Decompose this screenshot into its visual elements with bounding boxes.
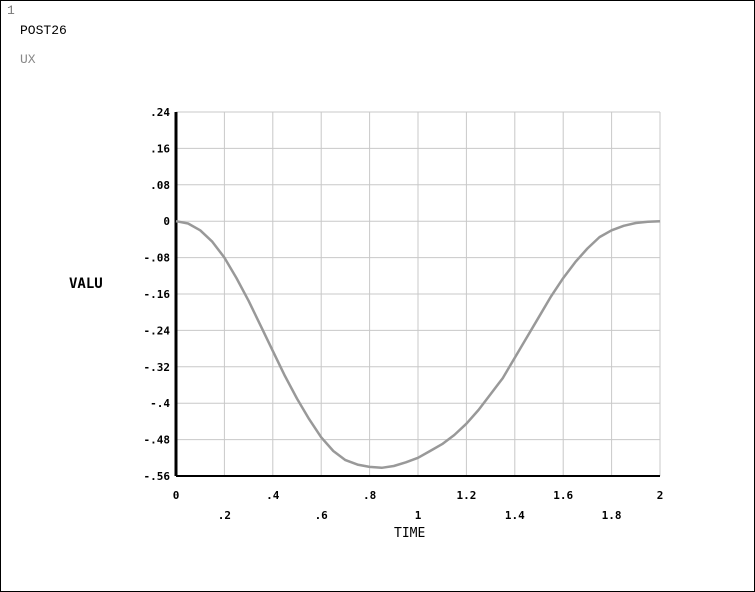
tick-labels: .24.16.080-.08-.16-.24-.32-.4-.48-.560.4…	[144, 106, 664, 522]
x-axis-label: TIME	[394, 526, 426, 541]
x-tick-label: .4	[266, 489, 280, 502]
x-tick-label: .6	[315, 509, 329, 522]
x-tick-label: 1.6	[553, 489, 573, 502]
x-tick-label: 1	[415, 509, 422, 522]
series-line	[175, 219, 661, 470]
x-tick-label: 2	[657, 489, 664, 502]
window-number: 1	[7, 3, 15, 18]
x-tick-label: 1.8	[602, 509, 622, 522]
y-tick-label: -.08	[144, 252, 171, 265]
y-tick-label: -.16	[144, 288, 171, 301]
y-tick-label: -.32	[144, 361, 171, 374]
x-tick-label: 1.4	[505, 509, 525, 522]
axes	[174, 112, 660, 477]
x-tick-label: .2	[218, 509, 231, 522]
y-tick-label: .08	[150, 179, 170, 192]
x-tick-label: 0	[173, 489, 180, 502]
y-tick-label: -.56	[144, 470, 171, 483]
y-tick-label: .16	[150, 142, 170, 155]
processor-label: POST26	[20, 23, 67, 38]
y-axis-label: VALU	[69, 276, 103, 292]
variable-label: UX	[20, 52, 36, 67]
y-tick-label: -.4	[150, 397, 170, 410]
x-tick-label: .8	[363, 489, 376, 502]
series-group	[175, 219, 661, 470]
y-tick-label: .24	[150, 106, 170, 119]
y-tick-label: -.48	[144, 434, 171, 447]
y-tick-label: 0	[163, 215, 170, 228]
grid	[175, 111, 661, 477]
x-tick-label: 1.2	[456, 489, 476, 502]
y-tick-label: -.24	[144, 324, 171, 337]
